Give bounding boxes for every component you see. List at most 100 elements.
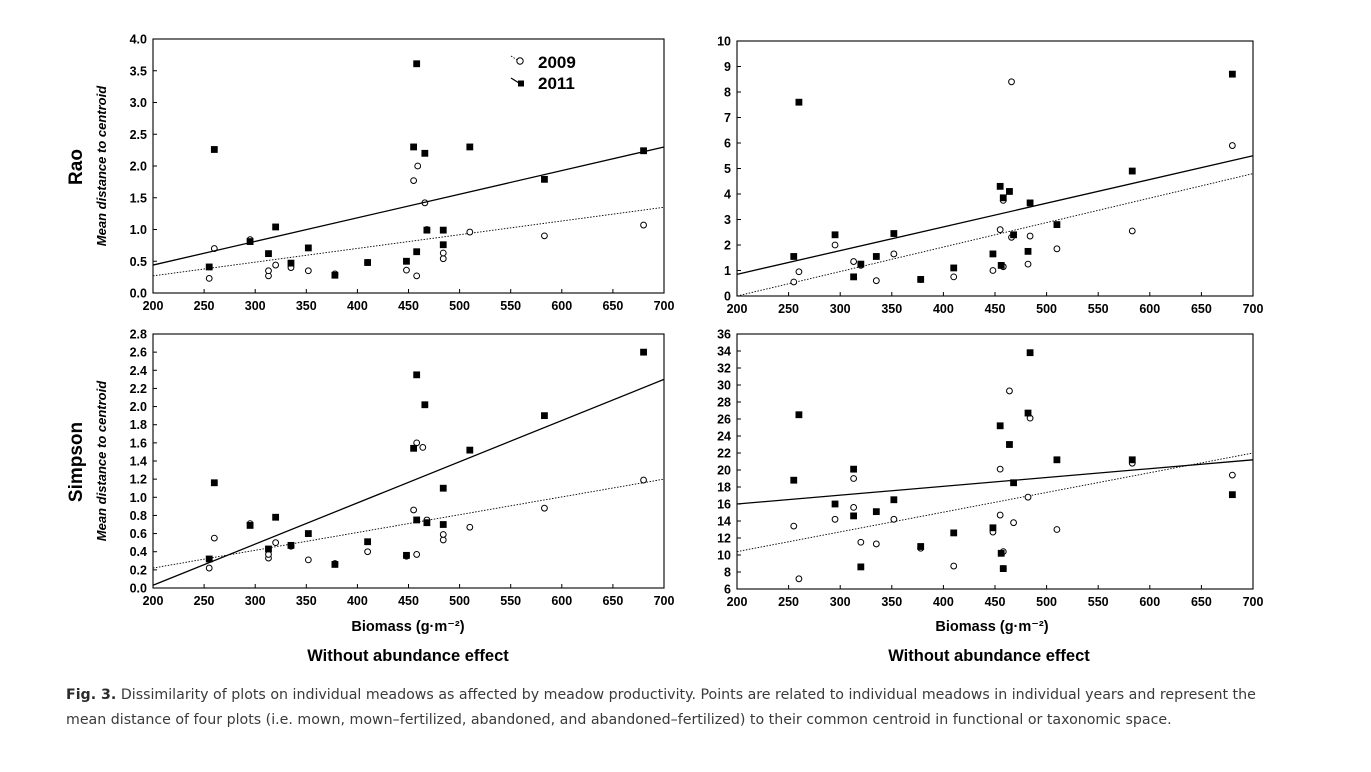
data-point-2009 (272, 539, 280, 547)
x-tick-label: 300 (830, 595, 851, 609)
data-point-2009 (439, 249, 447, 257)
x-tick-label: 550 (1088, 595, 1109, 609)
data-point-2009 (466, 523, 474, 531)
data-point-2011 (265, 545, 272, 553)
y-tick-label: 2 (724, 239, 731, 253)
data-point-2009 (640, 221, 647, 229)
trend-line-2009 (736, 173, 1254, 297)
data-point-2011 (331, 561, 339, 568)
y-tick-label: 2.6 (130, 346, 147, 360)
data-point-2011 (950, 529, 958, 537)
y-tick-label: 1 (724, 264, 731, 278)
x-tick-label: 550 (500, 594, 521, 608)
x-tick-label: 500 (449, 299, 470, 313)
x-tick-label: 300 (245, 594, 266, 608)
y-tick-label: 0.2 (130, 563, 147, 577)
data-point-2011 (999, 565, 1007, 572)
y-tick-label: 34 (717, 345, 731, 359)
x-tick-label: 200 (143, 299, 164, 313)
data-point-2009 (466, 228, 474, 236)
y-tick-label: 0.6 (130, 527, 147, 541)
y-tick-label: 9 (724, 60, 731, 74)
x-tick-label: 500 (1036, 595, 1057, 609)
data-point-2011 (640, 147, 647, 155)
data-point-2011 (1026, 199, 1034, 207)
data-point-2011 (541, 175, 548, 183)
subtitle-left: Without abundance effect (307, 647, 509, 665)
data-point-2011 (272, 513, 280, 521)
x-tick-label: 350 (881, 595, 902, 609)
data-point-2009 (850, 504, 858, 511)
data-point-2011 (997, 549, 1005, 557)
data-point-2009 (210, 534, 218, 542)
data-point-2009 (872, 540, 880, 548)
data-point-2011 (795, 98, 803, 106)
data-point-2011 (246, 522, 254, 529)
x-tick-label: 700 (1243, 302, 1264, 316)
data-point-2009 (890, 250, 898, 258)
data-point-2009 (364, 548, 372, 556)
y-tick-label: 5 (724, 162, 731, 176)
y-tick-label: 26 (717, 413, 731, 427)
y-tick-label: 10 (717, 35, 731, 49)
data-point-2009 (439, 531, 447, 538)
x-tick-label: 600 (551, 299, 572, 313)
trend-line-2011 (152, 378, 665, 586)
data-point-2011 (331, 271, 339, 279)
data-point-2011 (1128, 456, 1136, 464)
data-point-2011 (1010, 231, 1017, 239)
data-point-2009 (413, 439, 421, 447)
data-point-2009 (890, 515, 898, 523)
data-point-2009 (989, 267, 997, 274)
data-point-2011 (439, 521, 447, 528)
data-point-2011 (850, 465, 858, 473)
x-tick-label: 650 (1191, 595, 1212, 609)
data-point-2011 (831, 500, 839, 508)
y-tick-label: 30 (717, 379, 731, 393)
data-point-2011 (1053, 456, 1061, 464)
data-point-2009 (541, 232, 548, 240)
x-tick-label: 700 (1243, 595, 1264, 609)
x-tick-label: 350 (296, 299, 317, 313)
data-point-2011 (246, 238, 254, 245)
x-tick-label: 400 (933, 302, 954, 316)
x-tick-label: 450 (398, 299, 419, 313)
data-point-2009 (403, 266, 410, 274)
data-point-2011 (989, 250, 997, 258)
data-point-2011 (997, 262, 1005, 269)
data-point-2009 (831, 515, 839, 523)
data-point-2011 (857, 260, 865, 268)
data-point-2009 (205, 564, 213, 572)
x-tick-label: 400 (347, 594, 368, 608)
x-tick-label: 700 (654, 594, 675, 608)
data-point-2009 (439, 255, 447, 263)
data-point-2009 (1053, 245, 1061, 253)
chart-panel-top-right: 200 250 300 350 400 450 500 550 600 650 700 0 1 2 3 4 5 6… (717, 35, 1263, 317)
data-point-2009 (419, 443, 427, 451)
x-tick-label: 450 (398, 594, 419, 608)
x-tick-label: 650 (1191, 302, 1212, 316)
legend-marker-2009 (516, 57, 524, 65)
chart-panel-top-left: 200 250 300 350 400 450 500 550 600 650 700 0.0 0.5 1… (94, 33, 674, 314)
y-tick-label: 28 (717, 396, 731, 410)
data-point-2011 (364, 259, 372, 266)
y-tick-label: 4.0 (130, 33, 147, 47)
data-point-2011 (413, 516, 421, 524)
x-tick-label: 450 (985, 595, 1006, 609)
data-point-2009 (996, 465, 1004, 473)
x-tick-label: 400 (347, 299, 368, 313)
y-tick-label: 18 (717, 481, 731, 495)
data-point-2011 (210, 479, 218, 487)
data-point-2011 (1228, 70, 1236, 78)
figure-caption: Fig. 3. Dissimilarity of plots on indivi… (66, 683, 1296, 732)
y-tick-label: 1.0 (130, 491, 147, 505)
x-tick-label: 300 (830, 302, 851, 316)
y-tick-label: 1.8 (130, 418, 147, 432)
legend-label-2009: 2009 (538, 53, 576, 72)
data-point-2011 (872, 508, 880, 516)
data-point-2011 (205, 555, 213, 563)
data-point-2011 (1128, 167, 1136, 175)
data-point-2009 (304, 267, 312, 275)
data-point-2009 (265, 551, 272, 558)
data-point-2009 (413, 551, 421, 558)
